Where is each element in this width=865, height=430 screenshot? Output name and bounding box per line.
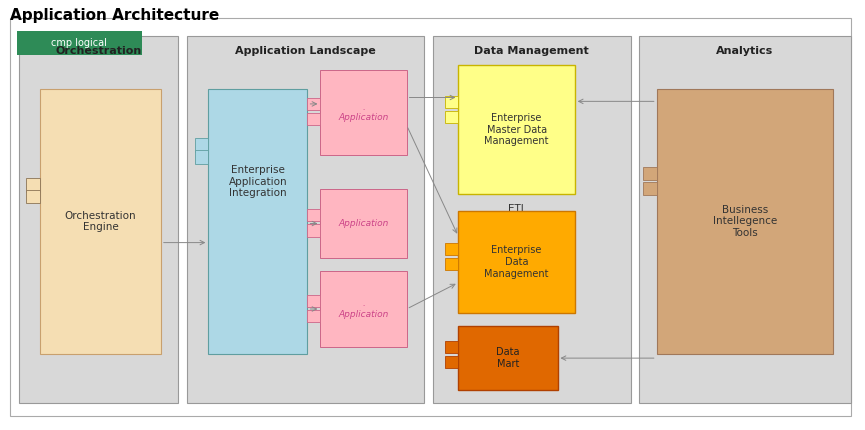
Text: .
Application: . Application [338,299,388,319]
Text: Enterprise
Application
Integration: Enterprise Application Integration [228,165,287,198]
FancyBboxPatch shape [320,189,407,258]
FancyBboxPatch shape [306,113,320,126]
FancyBboxPatch shape [643,167,657,180]
FancyBboxPatch shape [445,243,458,255]
FancyBboxPatch shape [445,356,458,368]
FancyBboxPatch shape [445,96,458,108]
Text: Enterprise
Master Data
Management: Enterprise Master Data Management [484,113,548,146]
FancyBboxPatch shape [208,89,307,354]
Text: Analytics: Analytics [716,46,773,56]
FancyBboxPatch shape [445,111,458,123]
FancyBboxPatch shape [445,258,458,270]
Text: cmp logical: cmp logical [52,38,107,48]
FancyBboxPatch shape [27,190,40,203]
FancyBboxPatch shape [639,36,850,403]
Text: Data
Mart: Data Mart [497,347,520,369]
FancyBboxPatch shape [458,65,574,194]
Text: Application Architecture: Application Architecture [10,8,219,23]
FancyBboxPatch shape [40,89,161,354]
FancyBboxPatch shape [432,36,631,403]
FancyBboxPatch shape [19,36,178,403]
Text: ETL: ETL [508,203,526,214]
FancyBboxPatch shape [306,295,320,307]
Text: Application Landscape: Application Landscape [235,46,375,56]
FancyBboxPatch shape [10,18,850,416]
FancyBboxPatch shape [320,70,407,155]
FancyBboxPatch shape [17,31,142,55]
Text: Application: Application [338,219,388,228]
Text: .
Application: . Application [338,103,388,122]
Text: Business
Intellegence
Tools: Business Intellegence Tools [713,205,777,238]
FancyBboxPatch shape [27,178,40,191]
FancyBboxPatch shape [320,270,407,347]
Text: Enterprise
Data
Management: Enterprise Data Management [484,246,548,279]
FancyBboxPatch shape [458,211,574,313]
FancyBboxPatch shape [195,150,208,164]
FancyBboxPatch shape [195,138,208,152]
FancyBboxPatch shape [306,98,320,111]
FancyBboxPatch shape [657,89,834,354]
FancyBboxPatch shape [306,224,320,236]
FancyBboxPatch shape [458,326,558,390]
FancyBboxPatch shape [445,341,458,353]
Text: Orchestration
Engine: Orchestration Engine [65,211,137,232]
FancyBboxPatch shape [306,209,320,221]
FancyBboxPatch shape [187,36,424,403]
FancyBboxPatch shape [306,310,320,322]
FancyBboxPatch shape [643,182,657,195]
Text: Orchestration: Orchestration [55,46,142,56]
Text: Data Management: Data Management [474,46,589,56]
